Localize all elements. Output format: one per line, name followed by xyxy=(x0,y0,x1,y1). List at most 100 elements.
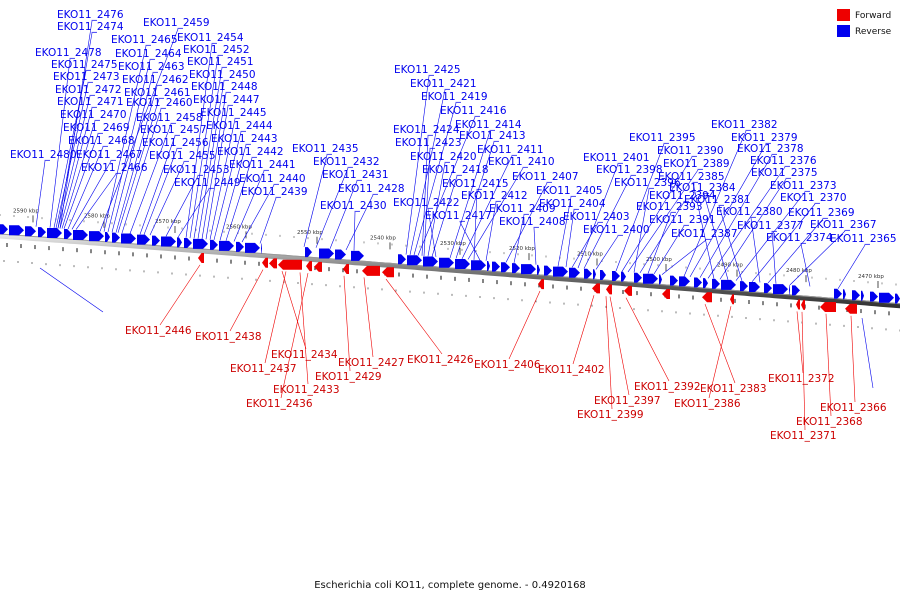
reverse-gene-label[interactable]: EKO11_2420 xyxy=(410,151,477,163)
forward-gene-arrow[interactable] xyxy=(278,259,302,270)
reverse-gene-arrow[interactable] xyxy=(879,292,894,303)
forward-gene-label[interactable]: EKO11_2429 xyxy=(315,371,382,383)
reverse-gene-arrow[interactable] xyxy=(121,233,136,244)
reverse-gene-arrow[interactable] xyxy=(492,261,500,272)
reverse-gene-arrow[interactable] xyxy=(47,228,62,239)
forward-gene-label[interactable]: EKO11_2399 xyxy=(577,409,644,421)
forward-gene-arrow[interactable] xyxy=(343,263,349,274)
reverse-gene-arrow[interactable] xyxy=(487,260,490,271)
reverse-gene-label[interactable]: EKO11_2451 xyxy=(187,56,254,68)
reverse-gene-label[interactable]: EKO11_2454 xyxy=(177,32,244,44)
reverse-gene-label[interactable]: EKO11_2443 xyxy=(211,133,278,145)
reverse-gene-label[interactable]: EKO11_2422 xyxy=(393,197,460,209)
reverse-gene-label[interactable]: EKO11_2472 xyxy=(55,84,122,96)
reverse-gene-arrow[interactable] xyxy=(740,281,748,292)
reverse-gene-label[interactable]: EKO11_2417 xyxy=(425,210,492,222)
reverse-gene-label[interactable]: EKO11_2409 xyxy=(489,203,556,215)
reverse-gene-arrow[interactable] xyxy=(219,240,234,251)
reverse-gene-label[interactable]: EKO11_2428 xyxy=(338,183,405,195)
forward-gene-arrow[interactable] xyxy=(662,288,670,299)
reverse-gene-label[interactable]: EKO11_2411 xyxy=(477,144,544,156)
reverse-gene-arrow[interactable] xyxy=(612,270,620,281)
reverse-gene-label[interactable]: EKO11_2478 xyxy=(35,47,102,59)
reverse-gene-label[interactable]: EKO11_2447 xyxy=(193,94,260,106)
reverse-gene-arrow[interactable] xyxy=(245,242,260,253)
reverse-gene-label[interactable]: EKO11_2414 xyxy=(455,119,522,131)
reverse-gene-label[interactable]: EKO11_2377 xyxy=(737,220,804,232)
reverse-gene-label[interactable]: EKO11_2416 xyxy=(440,105,507,117)
reverse-gene-arrow[interactable] xyxy=(25,226,36,237)
reverse-gene-arrow[interactable] xyxy=(773,284,788,295)
reverse-gene-arrow[interactable] xyxy=(643,273,658,284)
reverse-gene-label[interactable]: EKO11_2387 xyxy=(671,228,738,240)
reverse-gene-arrow[interactable] xyxy=(398,254,406,265)
reverse-gene-label[interactable]: EKO11_2471 xyxy=(57,96,124,108)
reverse-gene-label[interactable]: EKO11_2395 xyxy=(629,132,696,144)
reverse-gene-label[interactable]: EKO11_2470 xyxy=(60,109,127,121)
reverse-gene-arrow[interactable] xyxy=(0,224,8,235)
reverse-gene-label[interactable]: EKO11_2455 xyxy=(149,150,216,162)
reverse-gene-label[interactable]: EKO11_2475 xyxy=(51,59,118,71)
reverse-gene-arrow[interactable] xyxy=(351,250,364,261)
reverse-gene-label[interactable]: EKO11_2398 xyxy=(596,164,663,176)
reverse-gene-label[interactable]: EKO11_2367 xyxy=(810,219,877,231)
reverse-gene-arrow[interactable] xyxy=(105,231,110,242)
reverse-gene-label[interactable]: EKO11_2404 xyxy=(539,198,606,210)
reverse-gene-label[interactable]: EKO11_2381 xyxy=(684,194,751,206)
reverse-gene-label[interactable]: EKO11_2369 xyxy=(788,207,855,219)
reverse-gene-arrow[interactable] xyxy=(861,290,864,301)
reverse-gene-label[interactable]: EKO11_2365 xyxy=(830,233,897,245)
reverse-gene-label[interactable]: EKO11_2458 xyxy=(136,112,203,124)
reverse-gene-arrow[interactable] xyxy=(544,265,552,276)
reverse-gene-label[interactable]: EKO11_2459 xyxy=(143,17,210,29)
forward-gene-arrow[interactable] xyxy=(730,294,734,305)
reverse-gene-label[interactable]: EKO11_2374 xyxy=(766,232,833,244)
reverse-gene-label[interactable]: EKO11_2393 xyxy=(636,201,703,213)
reverse-gene-arrow[interactable] xyxy=(521,264,536,275)
reverse-gene-arrow[interactable] xyxy=(439,257,454,268)
forward-gene-label[interactable]: EKO11_2372 xyxy=(768,373,835,385)
reverse-gene-label[interactable]: EKO11_2380 xyxy=(716,206,783,218)
reverse-gene-label[interactable]: EKO11_2375 xyxy=(751,167,818,179)
reverse-gene-label[interactable]: EKO11_2463 xyxy=(118,61,185,73)
reverse-gene-label[interactable]: EKO11_2384 xyxy=(669,182,736,194)
reverse-gene-arrow[interactable] xyxy=(712,278,720,289)
reverse-gene-arrow[interactable] xyxy=(184,237,192,248)
reverse-gene-label[interactable]: EKO11_2448 xyxy=(191,81,258,93)
reverse-gene-label[interactable]: EKO11_2442 xyxy=(217,146,284,158)
reverse-gene-label[interactable]: EKO11_2452 xyxy=(183,44,250,56)
forward-gene-arrow[interactable] xyxy=(306,261,312,272)
reverse-gene-arrow[interactable] xyxy=(305,247,312,258)
forward-gene-arrow[interactable] xyxy=(198,252,204,263)
forward-gene-arrow[interactable] xyxy=(606,284,612,295)
forward-gene-label[interactable]: EKO11_2406 xyxy=(474,359,541,371)
reverse-gene-label[interactable]: EKO11_2473 xyxy=(53,71,120,83)
forward-gene-label[interactable]: EKO11_2397 xyxy=(594,395,661,407)
reverse-gene-label[interactable]: EKO11_2394 xyxy=(649,190,716,202)
reverse-gene-arrow[interactable] xyxy=(593,269,596,280)
forward-gene-label[interactable]: EKO11_2426 xyxy=(407,354,474,366)
forward-gene-arrow[interactable] xyxy=(538,279,544,290)
reverse-gene-label[interactable]: EKO11_2453 xyxy=(163,164,230,176)
reverse-gene-arrow[interactable] xyxy=(38,227,46,238)
reverse-gene-label[interactable]: EKO11_2408 xyxy=(499,216,566,228)
reverse-gene-arrow[interactable] xyxy=(512,263,520,274)
reverse-gene-label[interactable]: EKO11_2430 xyxy=(320,200,387,212)
reverse-gene-label[interactable]: EKO11_2415 xyxy=(442,178,509,190)
reverse-gene-arrow[interactable] xyxy=(537,264,540,275)
reverse-gene-arrow[interactable] xyxy=(852,290,860,301)
reverse-gene-arrow[interactable] xyxy=(569,267,580,278)
reverse-gene-arrow[interactable] xyxy=(261,243,262,254)
forward-gene-label[interactable]: EKO11_2386 xyxy=(674,398,741,410)
reverse-gene-label[interactable]: EKO11_2413 xyxy=(459,130,526,142)
forward-gene-arrow[interactable] xyxy=(845,303,857,314)
reverse-gene-arrow[interactable] xyxy=(236,241,244,252)
reverse-gene-label[interactable]: EKO11_2435 xyxy=(292,143,359,155)
reverse-gene-label[interactable]: EKO11_2440 xyxy=(239,173,306,185)
reverse-gene-arrow[interactable] xyxy=(423,256,438,267)
forward-gene-arrow[interactable] xyxy=(624,285,632,296)
reverse-gene-arrow[interactable] xyxy=(210,239,218,250)
reverse-gene-arrow[interactable] xyxy=(177,237,182,248)
reverse-gene-arrow[interactable] xyxy=(843,289,846,300)
forward-gene-label[interactable]: EKO11_2437 xyxy=(230,363,297,375)
